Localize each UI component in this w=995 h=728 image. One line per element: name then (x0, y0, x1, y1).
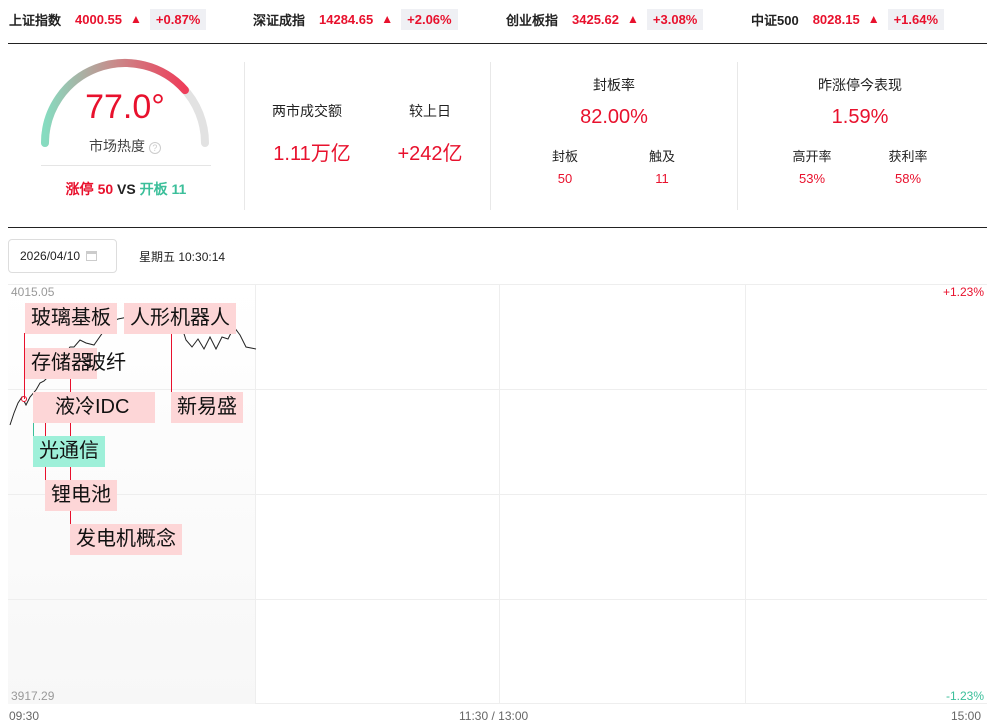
index-value: 8028.15 (812, 11, 860, 27)
concept-tag[interactable]: 玻纤 (86, 352, 126, 374)
sealed-label: 封板 (551, 149, 578, 164)
index-change: +2.06% (401, 8, 458, 30)
heat-label: 市场热度 (89, 138, 146, 154)
concept-tag[interactable]: 存储器 (25, 348, 97, 379)
y-max-label: 4015.05 (11, 285, 55, 299)
concept-tag[interactable]: 人形机器人 (124, 303, 236, 334)
high-open-label: 高开率 (792, 149, 832, 164)
sealed-value: 50 (557, 171, 573, 186)
concept-tag[interactable]: 液冷IDC (33, 392, 155, 423)
concept-tag[interactable]: 光通信 (33, 436, 105, 467)
index-shanghai[interactable]: 上证指数 4000.55 ▲ +0.87% (9, 8, 207, 30)
index-value: 14284.65 (319, 11, 374, 27)
pct-min-label: -1.23% (945, 689, 984, 703)
x-tick-close: 15:00 (951, 709, 982, 723)
index-shenzhen[interactable]: 深证成指 14284.65 ▲ +2.06% (253, 8, 458, 30)
up-arrow-icon: ▲ (381, 12, 394, 26)
help-icon[interactable]: ? (148, 142, 161, 154)
high-open-value: 53% (798, 171, 826, 186)
y-min-label: 3917.29 (11, 689, 55, 703)
index-name: 创业板指 (506, 12, 559, 28)
yesterday-value: 1.59% (831, 106, 889, 128)
intraday-chart: 4015.05 3917.29 +1.23% -1.23% 玻璃基板 人形机器人… (8, 284, 987, 704)
compare-value: +242亿 (397, 143, 463, 165)
index-change: +0.87% (149, 8, 207, 30)
profit-label: 获利率 (888, 149, 928, 164)
index-name: 中证500 (751, 12, 799, 28)
touched-value: 11 (655, 171, 669, 186)
open-label: 开板 (139, 181, 168, 197)
up-arrow-icon: ▲ (867, 12, 880, 26)
index-chinext[interactable]: 创业板指 3425.62 ▲ +3.08% (506, 8, 704, 30)
index-name: 深证成指 (253, 12, 306, 28)
turnover-value: 1.11万亿 (273, 143, 351, 165)
concept-tag[interactable]: 锂电池 (45, 480, 117, 511)
limit-up-label: 涨停 (65, 181, 94, 197)
open-count: 11 (171, 181, 187, 197)
divider (490, 62, 491, 210)
pct-max-label: +1.23% (942, 285, 984, 299)
concept-tag[interactable]: 玻璃基板 (25, 303, 117, 334)
index-value: 3425.62 (572, 11, 620, 27)
index-name: 上证指数 (9, 12, 62, 28)
weekday-time: 星期五 10:30:14 (139, 250, 226, 264)
date-picker[interactable]: 2026/04/10 (8, 239, 117, 273)
turnover-label: 两市成交额 (272, 103, 342, 119)
yesterday-label: 昨涨停今表现 (818, 77, 902, 93)
index-value: 4000.55 (75, 11, 123, 27)
concept-tag[interactable]: 新易盛 (171, 392, 243, 423)
profit-value: 58% (894, 171, 922, 186)
concept-tag[interactable]: 发电机概念 (70, 524, 182, 555)
touched-label: 触及 (648, 149, 675, 164)
divider (244, 62, 245, 210)
compare-label: 较上日 (409, 103, 451, 119)
heat-gauge (41, 59, 209, 147)
vs-label: VS (117, 181, 136, 197)
seal-rate-value: 82.00% (580, 106, 648, 128)
seal-rate-label: 封板率 (593, 77, 635, 93)
index-change: +3.08% (646, 8, 704, 30)
x-tick-midday: 11:30 / 13:00 (459, 709, 529, 723)
x-tick-open: 09:30 (9, 709, 40, 723)
divider (41, 165, 211, 166)
divider (8, 227, 987, 228)
date-value: 2026/04/10 (20, 249, 81, 263)
divider (737, 62, 738, 210)
heat-value: 77.0° (85, 88, 165, 126)
up-arrow-icon: ▲ (130, 12, 142, 26)
index-change: +1.64% (887, 8, 945, 30)
up-arrow-icon: ▲ (627, 12, 639, 26)
divider (8, 43, 987, 44)
limit-up-count: 50 (97, 181, 114, 197)
index-csi500[interactable]: 中证500 8028.15 ▲ +1.64% (751, 8, 945, 30)
calendar-icon (86, 251, 98, 261)
